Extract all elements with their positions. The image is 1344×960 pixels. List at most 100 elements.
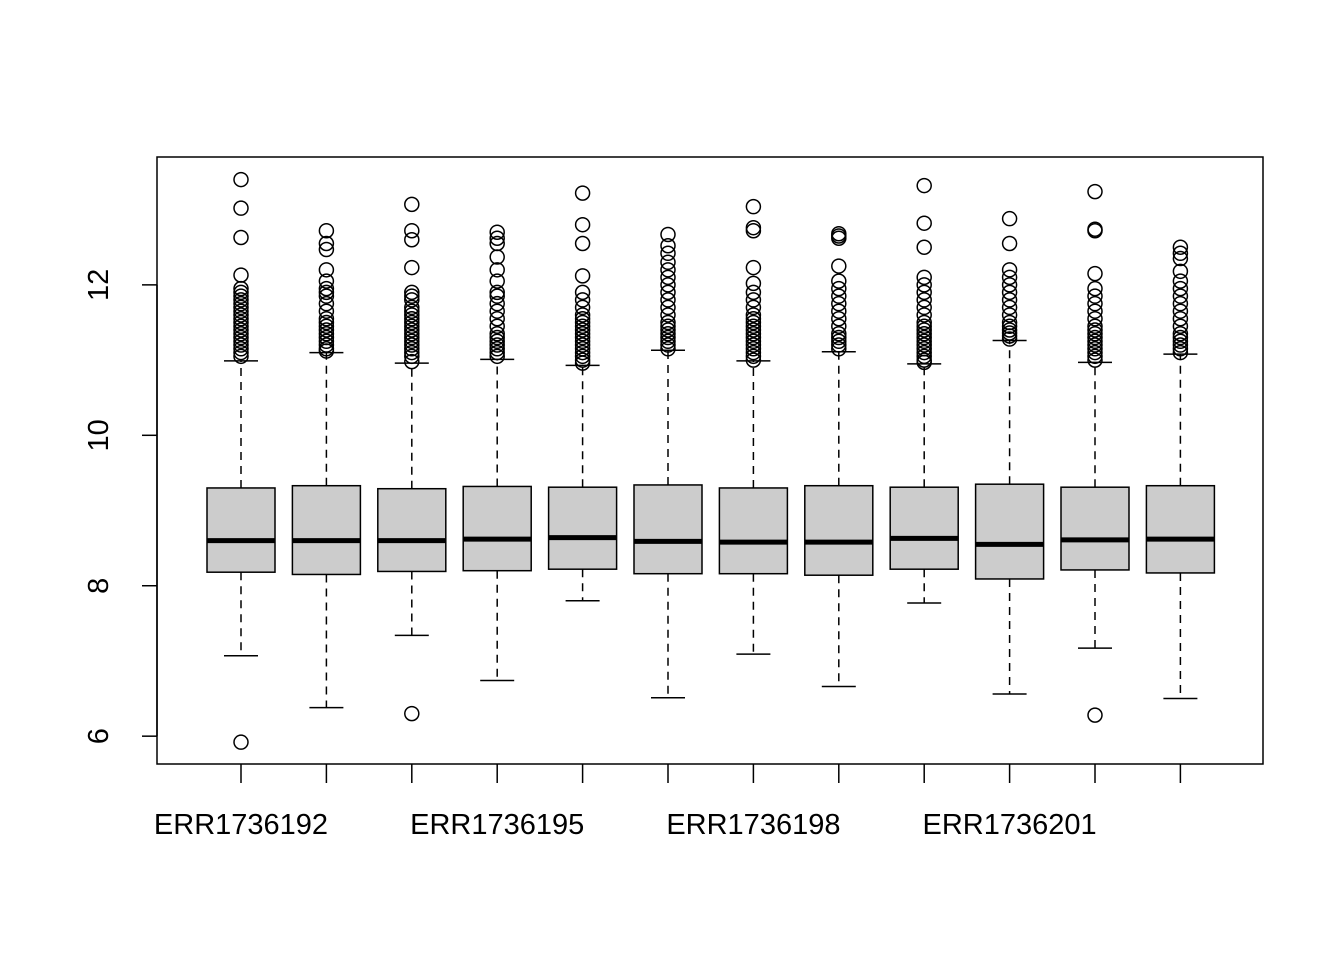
outlier-point [660, 262, 676, 278]
box-iqr [206, 487, 276, 573]
outlier-point [1087, 333, 1103, 350]
outlier-point [574, 235, 591, 252]
outlier-point [1087, 348, 1103, 365]
outlier-point [404, 705, 420, 722]
outlier-point [574, 344, 591, 361]
outlier-point [233, 341, 249, 357]
outlier-point [1087, 183, 1103, 200]
outlier-point [318, 273, 335, 289]
outlier-point [404, 337, 420, 353]
outlier-point [916, 344, 932, 361]
outlier-point [745, 259, 762, 276]
outlier-point [745, 326, 762, 342]
outlier-point [489, 273, 505, 289]
outlier-point [660, 226, 676, 243]
box-iqr [974, 483, 1045, 580]
outlier-point [574, 348, 591, 365]
outlier-point [1087, 318, 1103, 334]
outlier-point [404, 284, 420, 301]
outlier-point [1087, 303, 1103, 319]
outlier-point [1001, 307, 1018, 323]
outlier-point [831, 337, 847, 353]
x-tick-label: ERR1736192 [154, 809, 328, 841]
box-iqr [804, 484, 874, 576]
outlier-point [233, 734, 249, 750]
outlier-point [489, 303, 505, 319]
outlier-point [1172, 303, 1189, 319]
x-tick-label: ERR1736195 [410, 809, 584, 841]
outlier-point [1087, 341, 1103, 357]
outlier-point [660, 284, 676, 301]
outlier-point [660, 333, 676, 350]
outlier-point [660, 299, 676, 316]
y-tick-label: 6 [83, 728, 115, 744]
outlier-point [1172, 344, 1189, 361]
outlier-point [1087, 221, 1103, 237]
outlier-point [404, 322, 420, 338]
outlier-point [233, 314, 249, 331]
outlier-point [489, 329, 505, 346]
outlier-point [489, 288, 505, 304]
outlier-point [404, 333, 420, 350]
outlier-point [233, 292, 249, 308]
outlier-point [916, 352, 932, 368]
outlier-point [1087, 337, 1103, 353]
outlier-point [489, 341, 505, 357]
outlier-point [831, 225, 847, 242]
box-iqr [291, 484, 362, 576]
outlier-point [318, 262, 335, 278]
outlier-point [745, 307, 762, 323]
outlier-point [1172, 280, 1189, 297]
outlier-point [404, 329, 420, 346]
box-group [974, 210, 1045, 695]
outlier-point [318, 284, 335, 301]
outlier-point [831, 273, 847, 289]
outlier-point [574, 284, 591, 301]
outlier-point [574, 310, 591, 327]
box-group [889, 177, 959, 604]
outlier-point [745, 314, 762, 331]
outlier-point [916, 314, 932, 331]
outlier-point [574, 314, 591, 331]
outlier-point [1087, 329, 1103, 346]
outlier-point [1172, 273, 1189, 289]
outlier-point [318, 329, 335, 346]
outlier-point [574, 333, 591, 350]
outlier-point [745, 219, 762, 236]
outlier-point [233, 322, 249, 338]
box-iqr [1145, 484, 1216, 574]
outlier-point [233, 318, 249, 334]
outlier-point [318, 337, 335, 353]
outlier-point [1001, 277, 1018, 293]
x-axis: ERR1736192 ERR1736195 ERR1736198 ERR1736201 [154, 764, 1182, 841]
outlier-point [1087, 322, 1103, 338]
outlier-point [233, 344, 249, 361]
outlier-point [745, 299, 762, 316]
outlier-point [404, 259, 420, 276]
outlier-point [916, 341, 932, 357]
outlier-point [318, 222, 335, 239]
box-iqr [718, 487, 789, 575]
box-iqr [633, 484, 703, 575]
outlier-point [489, 235, 505, 252]
box-iqr [889, 486, 959, 570]
outlier-point [745, 322, 762, 338]
outlier-point [1172, 239, 1189, 256]
outlier-point [1087, 265, 1103, 282]
outlier-point [916, 299, 932, 316]
outlier-point [1001, 284, 1018, 301]
outlier-point [1172, 337, 1189, 353]
outlier-point [489, 337, 505, 353]
outlier-point [916, 329, 932, 346]
box-group [547, 185, 618, 602]
box-group [462, 224, 532, 682]
outlier-point [318, 295, 335, 312]
outlier-point [660, 318, 676, 334]
outlier-point [916, 277, 932, 293]
outlier-point [233, 284, 249, 301]
outlier-point [831, 326, 847, 342]
outlier-point [831, 288, 847, 304]
outlier-point [404, 231, 420, 248]
outlier-point [916, 292, 932, 308]
